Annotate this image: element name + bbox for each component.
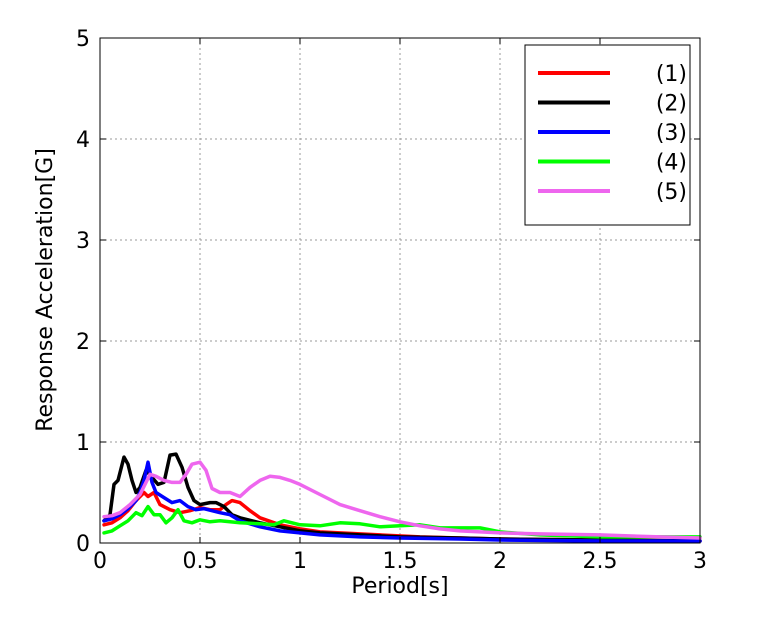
legend-label-5: (5) bbox=[656, 180, 687, 205]
x-tick-label: 0 bbox=[93, 549, 107, 574]
series-line-2 bbox=[102, 452, 702, 543]
x-tick-label: 2.5 bbox=[583, 549, 618, 574]
y-tick-label: 3 bbox=[76, 229, 90, 254]
x-axis-label: Period[s] bbox=[351, 574, 448, 599]
y-tick-label: 1 bbox=[76, 431, 90, 456]
x-axis-ticks: 0 0.5 1 1.5 2 2.5 3 bbox=[93, 38, 707, 574]
legend-label-3: (3) bbox=[656, 121, 687, 146]
y-tick-label: 5 bbox=[76, 27, 90, 52]
y-axis-label: Response Acceleration[G] bbox=[33, 148, 58, 432]
series-lines bbox=[102, 452, 702, 543]
x-tick-label: 2 bbox=[493, 549, 507, 574]
series-line-5 bbox=[102, 460, 702, 540]
y-tick-label: 2 bbox=[76, 330, 90, 355]
legend-label-4: (4) bbox=[656, 151, 687, 176]
x-tick-label: 1.5 bbox=[383, 549, 418, 574]
legend-label-1: (1) bbox=[656, 62, 687, 87]
series-line-4 bbox=[102, 504, 702, 539]
legend-items: (1) (2) (3) (4) (5) bbox=[538, 62, 687, 205]
x-tick-label: 0.5 bbox=[183, 549, 218, 574]
x-tick-label: 3 bbox=[693, 549, 707, 574]
x-tick-label: 1 bbox=[293, 549, 307, 574]
legend: (1) (2) (3) (4) (5) bbox=[524, 44, 691, 226]
legend-label-2: (2) bbox=[656, 92, 687, 117]
y-tick-label: 0 bbox=[76, 532, 90, 557]
y-tick-label: 4 bbox=[76, 128, 90, 153]
y-axis-ticks: 0 1 2 3 4 5 bbox=[76, 27, 700, 557]
